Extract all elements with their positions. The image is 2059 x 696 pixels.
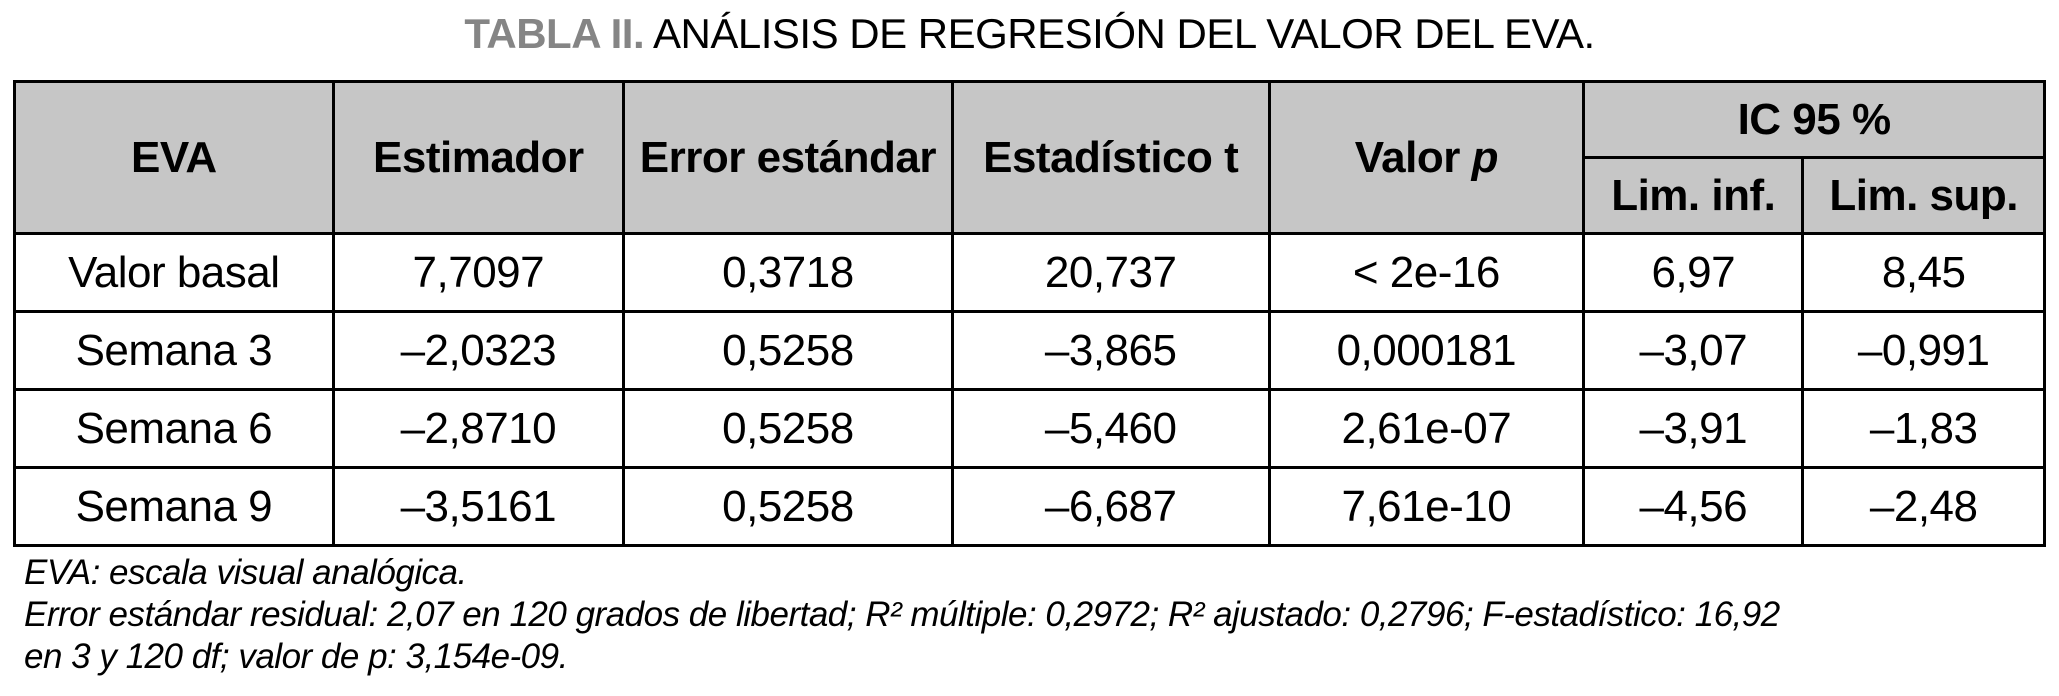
- cell-lim-inf: –3,91: [1582, 388, 1805, 469]
- cell-estimador: –2,8710: [331, 388, 625, 469]
- cell-estimador: 7,7097: [331, 232, 625, 313]
- p-symbol: p: [1471, 132, 1499, 182]
- cell-valor-p: < 2e-16: [1267, 232, 1586, 313]
- cell-row-label: Semana 9: [13, 466, 335, 547]
- page-title: TABLA II. ANÁLISIS DE REGRESIÓN DEL VALO…: [0, 10, 2059, 58]
- cell-valor-p: 7,61e-10: [1267, 466, 1586, 547]
- table-number-label: TABLA II.: [464, 10, 645, 57]
- cell-estadistico-t: –6,687: [950, 466, 1271, 547]
- header-cell-valor-p: Valor p: [1267, 80, 1586, 235]
- header-cell-estadistico-t: Estadístico t: [950, 80, 1271, 235]
- cell-estimador: –2,0323: [331, 310, 625, 391]
- regression-table: EVA Estimador Error estándar Estadístico…: [13, 80, 2046, 547]
- header-cell-ic95: IC 95 %: [1582, 80, 2046, 159]
- table-row-valor-basal: Valor basal 7,7097 0,3718 20,737 < 2e-16…: [13, 232, 2046, 313]
- cell-lim-sup: –2,48: [1801, 466, 2046, 547]
- table-row-semana-3: Semana 3 –2,0323 0,5258 –3,865 0,000181 …: [13, 310, 2046, 391]
- cell-error-estandar: 0,5258: [621, 466, 954, 547]
- cell-lim-sup: 8,45: [1801, 232, 2046, 313]
- table-title-text: ANÁLISIS DE REGRESIÓN DEL VALOR DEL EVA.: [644, 10, 1595, 57]
- footnote-abbreviation: EVA: escala visual analógica.: [24, 553, 467, 592]
- header-row-main: EVA Estimador Error estándar Estadístico…: [13, 80, 2046, 235]
- cell-lim-inf: 6,97: [1582, 232, 1805, 313]
- cell-estadistico-t: 20,737: [950, 232, 1271, 313]
- cell-estadistico-t: –5,460: [950, 388, 1271, 469]
- cell-lim-sup: –1,83: [1801, 388, 2046, 469]
- cell-lim-sup: –0,991: [1801, 310, 2046, 391]
- footnote-statistics-line1: Error estándar residual: 2,07 en 120 gra…: [24, 595, 1780, 634]
- cell-lim-inf: –4,56: [1582, 466, 1805, 547]
- footnote-statistics-line2: en 3 y 120 df; valor de p: 3,154e-09.: [24, 637, 568, 676]
- table-row-semana-6: Semana 6 –2,8710 0,5258 –5,460 2,61e-07 …: [13, 388, 2046, 469]
- valor-label: Valor: [1354, 132, 1472, 182]
- cell-valor-p: 2,61e-07: [1267, 388, 1586, 469]
- header-row-sub: Lim. inf. Lim. sup.: [15, 156, 2046, 235]
- header-cell-estimador: Estimador: [331, 80, 625, 235]
- cell-valor-p: 0,000181: [1267, 310, 1586, 391]
- cell-estimador: –3,5161: [331, 466, 625, 547]
- cell-lim-inf: –3,07: [1582, 310, 1805, 391]
- table-row-semana-9: Semana 9 –3,5161 0,5258 –6,687 7,61e-10 …: [13, 466, 2046, 547]
- cell-error-estandar: 0,5258: [621, 388, 954, 469]
- footnotes: EVA: escala visual analógica. Error está…: [24, 552, 1780, 678]
- cell-error-estandar: 0,3718: [621, 232, 954, 313]
- header-cell-error-estandar: Error estándar: [621, 80, 954, 235]
- header-cell-lim-sup: Lim. sup.: [1801, 156, 2046, 235]
- cell-row-label: Semana 6: [13, 388, 335, 469]
- header-cell-eva: EVA: [13, 80, 335, 235]
- cell-error-estandar: 0,5258: [621, 310, 954, 391]
- header-cell-lim-inf: Lim. inf.: [1582, 156, 1805, 235]
- cell-estadistico-t: –3,865: [950, 310, 1271, 391]
- cell-row-label: Valor basal: [13, 232, 335, 313]
- cell-row-label: Semana 3: [13, 310, 335, 391]
